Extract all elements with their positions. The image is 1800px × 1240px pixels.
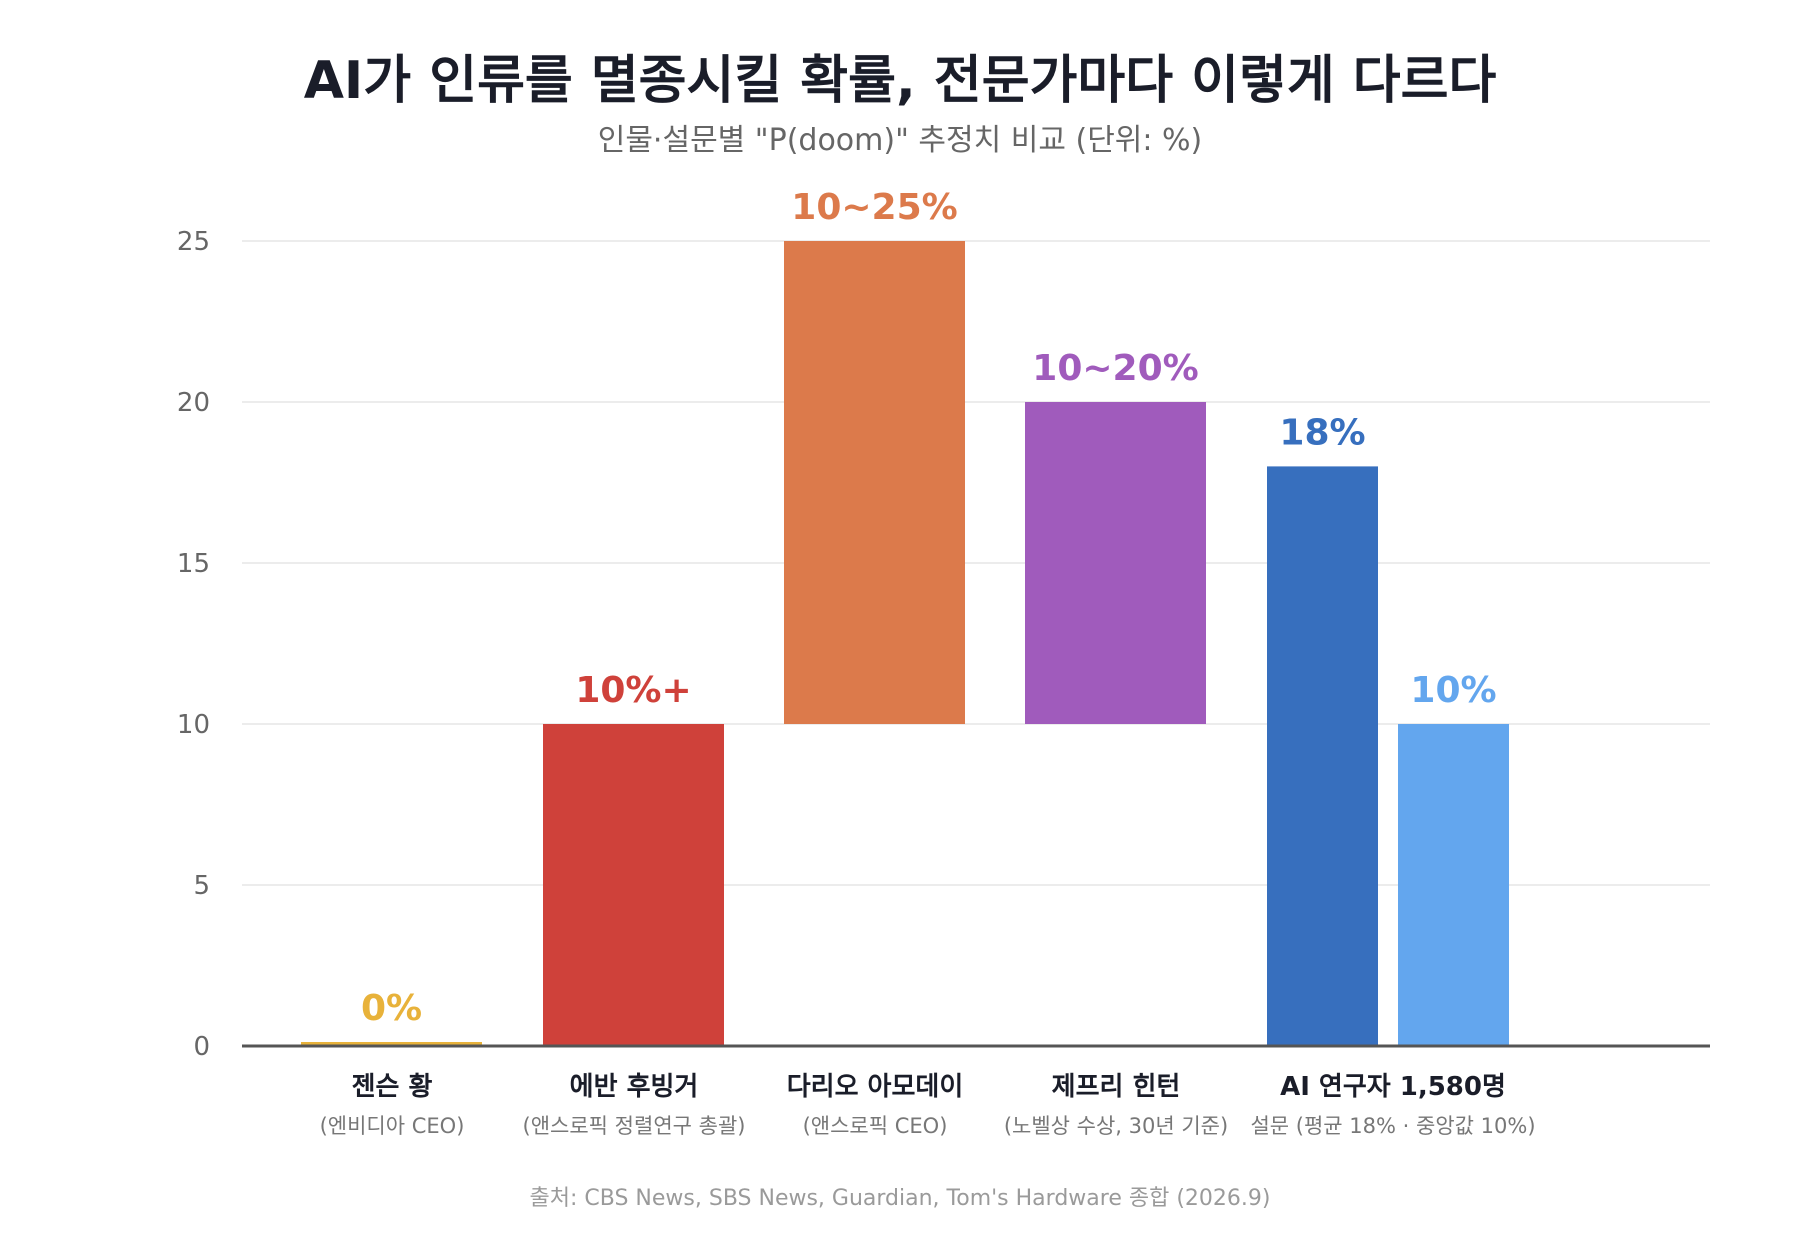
- bar: [301, 1042, 482, 1046]
- category-sublabel: (노벨상 수상, 30년 기준): [1004, 1114, 1228, 1138]
- bar: [543, 724, 724, 1046]
- y-tick-label: 20: [177, 388, 210, 418]
- category-sublabel: (앤스로픽 정렬연구 총괄): [523, 1114, 746, 1138]
- data-label: 10~25%: [791, 187, 957, 228]
- y-tick-label: 5: [193, 871, 210, 901]
- category-label: 젠슨 황: [352, 1072, 433, 1102]
- source-note: 출처: CBS News, SBS News, Guardian, Tom's …: [529, 1186, 1271, 1211]
- data-label: 10%+: [575, 670, 691, 711]
- chart-title: AI가 인류를 멸종시킬 확률, 전문가마다 이렇게 다르다: [303, 51, 1497, 111]
- data-label: 0%: [361, 988, 422, 1029]
- y-tick-label: 0: [193, 1032, 210, 1062]
- category-label: 에반 후빙거: [570, 1072, 699, 1102]
- data-label: 18%: [1279, 412, 1365, 453]
- data-label: 10%: [1410, 670, 1496, 711]
- y-tick-label: 10: [177, 710, 210, 740]
- data-label: 10~20%: [1032, 348, 1198, 389]
- y-tick-label: 15: [177, 549, 210, 579]
- category-sublabel: (앤스로픽 CEO): [803, 1114, 948, 1138]
- bar: [784, 241, 965, 724]
- bar: [1025, 402, 1206, 724]
- bar: [1267, 466, 1378, 1046]
- y-tick-label: 25: [177, 227, 210, 257]
- bar: [1398, 724, 1509, 1046]
- category-label: 다리오 아모데이: [787, 1072, 964, 1102]
- chart-subtitle: 인물·설문별 "P(doom)" 추정치 비교 (단위: %): [597, 123, 1203, 158]
- category-label: AI 연구자 1,580명: [1280, 1072, 1506, 1102]
- category-label: 제프리 힌턴: [1052, 1072, 1181, 1102]
- category-sublabel: (엔비디아 CEO): [320, 1114, 465, 1138]
- category-sublabel: 설문 (평균 18% · 중앙값 10%): [1250, 1114, 1535, 1138]
